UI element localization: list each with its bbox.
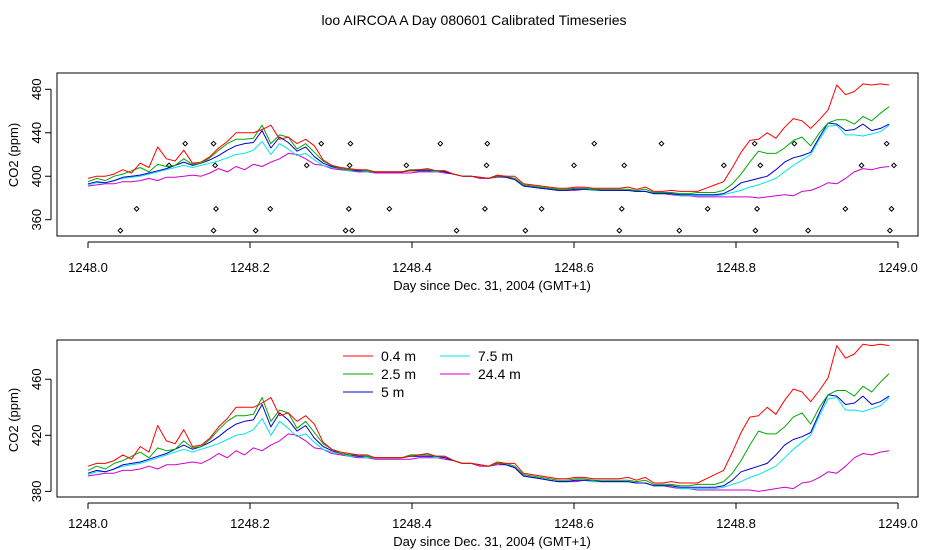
top-point-marker [347,140,354,147]
legend-label: 24.4 m [478,366,521,382]
top-x-tick-label: 1248.4 [392,260,432,275]
top-point-marker [618,205,625,212]
top-point-marker [349,227,356,234]
top-x-tick-label: 1248.2 [230,260,270,275]
top-y-tick-label: 400 [29,165,44,187]
legend-label: 7.5 m [478,348,513,364]
top-point-marker [345,205,352,212]
top-point-marker [117,227,124,234]
top-point-marker [182,140,189,147]
top-x-ticks: 1248.0 1248.2 1248.4 1248.6 1248.8 1249.0 [68,241,918,275]
top-point-marker [481,205,488,212]
top-x-tick-label: 1248.0 [68,260,108,275]
top-point-marker [757,162,764,169]
top-x-tick-label: 1248.6 [554,260,594,275]
top-point-marker [754,205,761,212]
legend-label: 2.5 m [381,366,416,382]
bottom-x-tick-label: 1248.8 [716,516,756,531]
top-point-marker [858,162,865,169]
top-point-marker [570,162,578,169]
top-point-marker [212,162,219,169]
bottom-y-ticks: 380 420 460 [29,368,52,503]
top-point-marker [346,162,353,169]
bottom-x-tick-label: 1249.0 [878,516,918,531]
top-point-marker [403,162,410,169]
top-point-marker [591,140,598,147]
top-point-marker [303,162,310,169]
top-point-marker [616,227,623,234]
top-x-tick-label: 1248.8 [716,260,756,275]
bottom-panel: Day since Dec. 31, 2004 (GMT+1) CO2 (ppm… [6,339,919,549]
bottom-y-tick-label: 380 [29,481,44,503]
top-x-axis-label: Day since Dec. 31, 2004 (GMT+1) [393,278,591,293]
top-point-marker [890,162,897,169]
bottom-x-axis-label: Day since Dec. 31, 2004 (GMT+1) [393,534,591,549]
bottom-x-tick-label: 1248.2 [230,516,270,531]
bottom-x-tick-label: 1248.0 [68,516,108,531]
top-y-tick-label: 480 [29,78,44,100]
bottom-plot-frame [56,339,919,498]
top-point-marker [210,140,217,147]
top-plot-frame [56,72,919,237]
top-y-tick-label: 440 [29,122,44,144]
top-point-marker [318,140,325,147]
bottom-y-tick-label: 420 [29,424,44,446]
top-point-marker [720,162,727,169]
bottom-y-tick-label: 460 [29,368,44,390]
top-point-marker [751,140,758,147]
top-y-ticks: 360 400 440 480 [29,78,52,231]
bottom-x-tick-label: 1248.4 [392,516,432,531]
bottom-series-lines [87,343,890,492]
legend-label: 5 m [381,384,404,400]
top-point-marker [437,140,444,147]
top-point-marker [886,227,893,234]
top-point-marker [805,227,812,234]
top-point-marker [621,162,628,169]
top-point-marker [483,162,490,169]
bottom-x-tick-label: 1248.6 [554,516,594,531]
bottom-x-ticks: 1248.0 1248.2 1248.4 1248.6 1248.8 1249.0 [68,502,918,531]
top-point-marker [791,140,798,147]
top-point-marker [888,205,895,212]
top-point-marker [522,227,529,234]
top-point-marker [658,140,665,147]
figure-title: loo AIRCOA A Day 080601 Calibrated Times… [321,12,626,28]
top-x-tick-label: 1249.0 [878,260,918,275]
top-panel: Day since Dec. 31, 2004 (GMT+1) CO2 (ppm… [6,72,919,293]
top-y-axis-label: CO2 (ppm) [6,123,21,187]
top-point-marker [133,205,140,212]
bottom-y-axis-label: CO2 (ppm) [6,388,21,452]
top-series-line-0-4-m [87,83,890,192]
top-point-marker [704,205,711,212]
top-point-marker [538,205,545,212]
top-point-marker [212,205,219,212]
top-y-tick-label: 360 [29,209,44,231]
top-point-marker [342,227,349,234]
top-point-marker [386,205,393,212]
bottom-series-line-0-4-m [87,343,890,484]
top-point-marker [883,140,890,147]
top-point-marker [267,205,274,212]
bottom-legend: 0.4 m 2.5 m 5 m 7.5 m 24.4 m [343,348,521,400]
top-point-marker [752,227,759,234]
top-series-lines [87,83,890,199]
top-point-marker [210,227,217,234]
top-point-markers [117,140,897,234]
top-point-marker [676,227,683,234]
top-point-marker [484,140,491,147]
legend-label: 0.4 m [381,348,416,364]
top-point-marker [453,227,460,234]
top-point-marker [842,205,849,212]
top-point-marker [252,227,259,234]
